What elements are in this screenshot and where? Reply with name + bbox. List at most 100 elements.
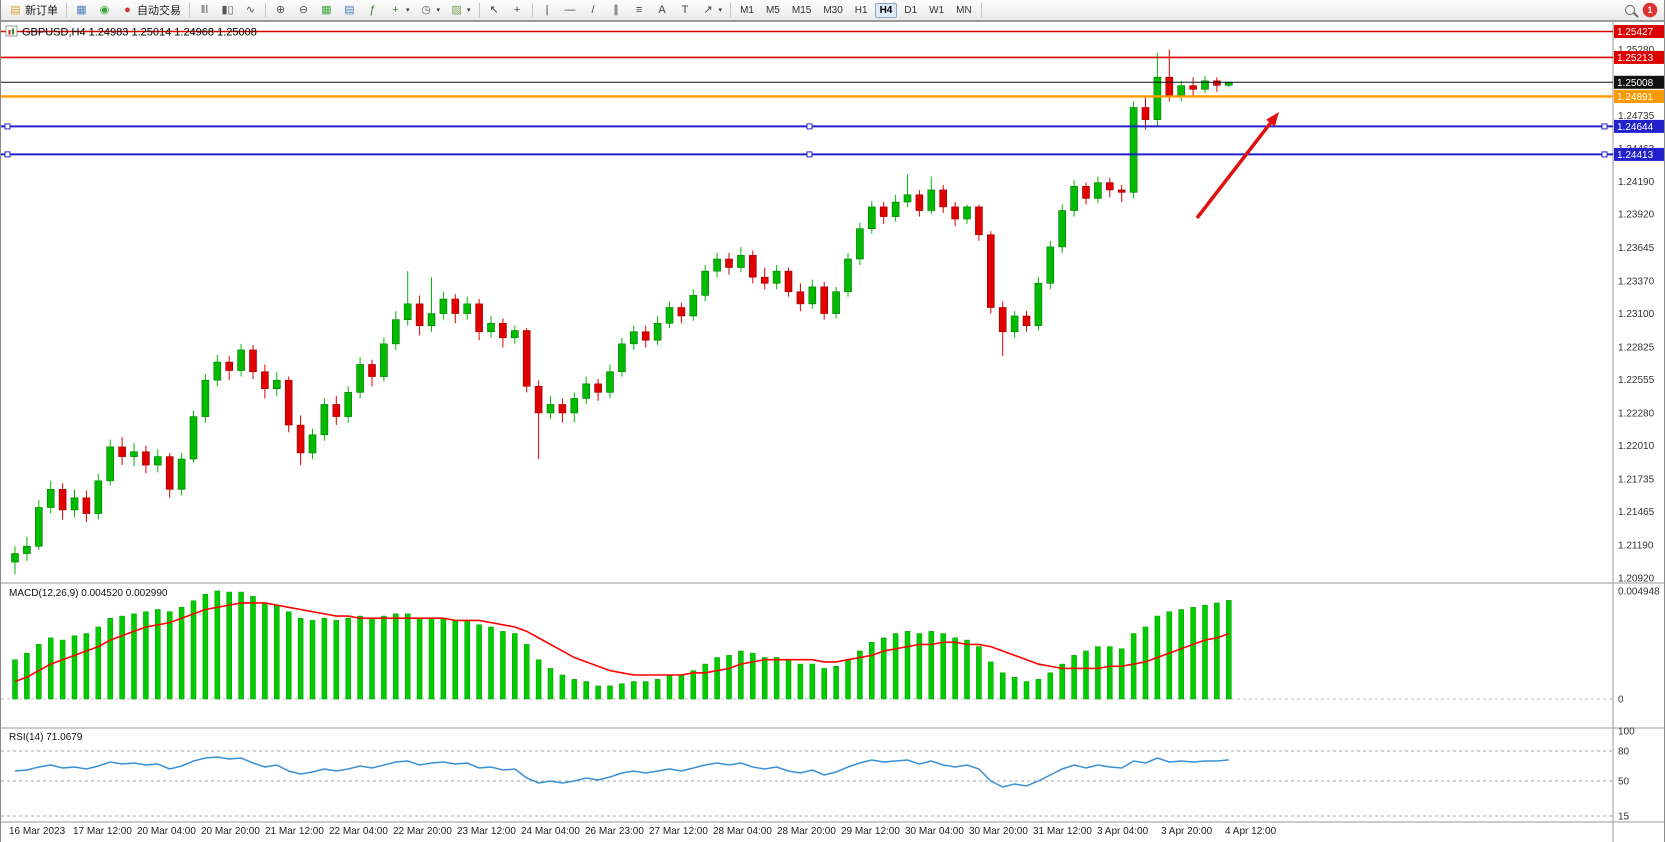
periods-dropdown[interactable]: ◷ ▾: [415, 1, 446, 20]
line-handle[interactable]: [1601, 123, 1608, 130]
macd-histogram-bar: [750, 652, 756, 700]
timeframe-h1[interactable]: H1: [854, 4, 868, 16]
templates-dropdown[interactable]: ▨ ▾: [445, 1, 476, 20]
line-handle[interactable]: [806, 151, 813, 158]
macd-histogram-bar: [166, 611, 173, 700]
time-axis-label: 28 Mar 20:00: [777, 826, 836, 837]
zoom-in-icon[interactable]: ⊕: [269, 1, 292, 20]
add-indicator-glyph: +: [392, 3, 399, 16]
search-icon[interactable]: [1625, 5, 1635, 15]
cursor-icon[interactable]: ↖: [483, 1, 506, 20]
candle-body: [475, 303, 483, 333]
time-axis-label: 20 Mar 04:00: [137, 826, 196, 837]
time-axis-label: 4 Apr 12:00: [1225, 826, 1277, 837]
macd-histogram-bar: [1118, 648, 1125, 700]
macd-histogram-bar: [428, 617, 435, 700]
macd-histogram-bar: [1047, 672, 1054, 700]
arrows-dropdown[interactable]: ↗ ▾: [697, 1, 728, 20]
macd-histogram-bar: [857, 650, 863, 700]
time-axis-label: 28 Mar 04:00: [713, 826, 772, 837]
rsi-line: [14, 756, 1229, 788]
symbol-ohlc-readout: GBPUSD,H4 1.24983 1.25014 1.24968 1.2500…: [22, 27, 257, 39]
price-tick-label: 1.22555: [1618, 375, 1655, 386]
candle-body: [142, 451, 150, 466]
fibonacci-icon[interactable]: ≡: [628, 1, 651, 20]
text-label-icon[interactable]: T: [674, 1, 697, 20]
line-handle[interactable]: [806, 123, 813, 130]
zoom-out-icon[interactable]: ⊖: [292, 1, 315, 20]
rsi-tick-label: 15: [1618, 812, 1630, 823]
timeframe-m5[interactable]: M5: [765, 4, 780, 16]
trend-arrow-head[interactable]: [1266, 112, 1279, 127]
timeframe-m1[interactable]: M1: [740, 4, 754, 16]
time-axis-label: 20 Mar 20:00: [201, 826, 260, 837]
price-label-box: [1614, 147, 1664, 161]
price-tick-label: 1.25280: [1618, 45, 1655, 56]
bar-chart-mode-icon[interactable]: ǁǀ: [193, 1, 216, 20]
macd-histogram-bar: [1023, 681, 1030, 700]
data-window-icon[interactable]: ◉: [93, 1, 116, 20]
equidistant-channel-icon[interactable]: ∥: [605, 1, 628, 20]
candle-body: [939, 189, 948, 208]
market-watch-icon[interactable]: ▦: [70, 1, 93, 20]
macd-tick-label: 0.004948: [1618, 586, 1660, 597]
macd-histogram-bar: [1071, 655, 1077, 700]
candlestick-mode-icon[interactable]: ▮▯: [216, 1, 239, 20]
candle-body: [784, 270, 793, 293]
chart-window-icon: [5, 25, 18, 37]
candle-body: [737, 255, 745, 268]
add-indicator-dropdown[interactable]: + ▾: [384, 1, 415, 20]
line-handle[interactable]: [4, 123, 11, 130]
market-watch-icon-glyph: ▦: [76, 3, 87, 16]
candle-body: [439, 298, 448, 314]
price-label-text: 1.25213: [1617, 53, 1654, 64]
auto-trading-button[interactable]: ● 自动交易: [116, 1, 186, 20]
candle-body: [951, 206, 959, 220]
line-chart-mode-icon[interactable]: ∿: [239, 1, 262, 20]
trendline-icon[interactable]: /: [582, 1, 605, 20]
new-order-button[interactable]: ▤ 新订单: [4, 1, 63, 20]
timeframe-m30[interactable]: M30: [823, 4, 843, 16]
timeframe-w1[interactable]: W1: [929, 4, 945, 16]
candle-body: [1034, 282, 1043, 326]
candle-body: [249, 349, 257, 373]
time-axis-label: 3 Apr 20:00: [1161, 826, 1213, 837]
candle-body: [677, 307, 686, 317]
line-handle[interactable]: [1601, 151, 1608, 158]
tile-windows-icon[interactable]: ▦: [315, 1, 338, 20]
macd-histogram-bar: [369, 617, 375, 700]
line-handle[interactable]: [4, 151, 11, 158]
text-icon-glyph: A: [658, 3, 666, 16]
horizontal-line-icon[interactable]: —: [559, 1, 582, 20]
timeframe-m15[interactable]: M15: [791, 4, 812, 16]
macd-histogram-bar: [892, 633, 899, 700]
timeframe-mn[interactable]: MN: [956, 4, 972, 16]
trend-arrow-shaft[interactable]: [1195, 122, 1272, 220]
timeframe-h4[interactable]: H4: [874, 2, 898, 18]
macd-histogram-bar: [107, 617, 113, 700]
candle-body: [332, 404, 341, 417]
timeframe-d1[interactable]: D1: [904, 4, 918, 16]
candle-body: [261, 371, 269, 390]
macd-histogram-bar: [95, 626, 102, 700]
macd-histogram-bar: [964, 639, 970, 700]
macd-histogram-bar: [12, 659, 18, 700]
vertical-line-icon[interactable]: |: [536, 1, 559, 20]
auto-arrange-icon[interactable]: ▤: [338, 1, 361, 20]
rsi-tick-label: 80: [1618, 747, 1630, 758]
macd-signal-line: [14, 602, 1230, 683]
fibonacci-icon-glyph: ≡: [635, 3, 643, 16]
indicators-icon[interactable]: ƒ: [361, 1, 384, 20]
price-label-box: [1614, 89, 1664, 103]
chart-panel[interactable]: 1.252801.250081.247351.244631.241901.239…: [1, 21, 1665, 842]
rsi-tick-label: 100: [1618, 727, 1635, 738]
crosshair-icon[interactable]: +: [506, 1, 529, 20]
candle-body: [82, 497, 91, 514]
macd-histogram-bar: [285, 611, 292, 700]
notification-badge[interactable]: 1: [1643, 3, 1657, 17]
text-icon[interactable]: A: [651, 1, 674, 20]
macd-histogram-bar: [1214, 602, 1220, 700]
candle-body: [1141, 107, 1150, 120]
candle-body: [154, 456, 162, 466]
candle-body: [832, 291, 840, 314]
